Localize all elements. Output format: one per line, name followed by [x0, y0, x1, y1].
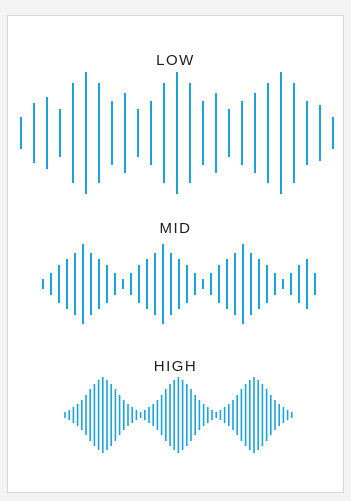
waveform-card: LOW MID HIGH [7, 15, 344, 493]
high-waveform [64, 377, 293, 453]
waveform-graphic [20, 72, 334, 453]
mid-label: MID [159, 220, 192, 237]
high-label: HIGH [153, 358, 198, 375]
low-label: LOW [156, 52, 195, 69]
mid-waveform [42, 244, 316, 324]
low-waveform [20, 72, 334, 194]
